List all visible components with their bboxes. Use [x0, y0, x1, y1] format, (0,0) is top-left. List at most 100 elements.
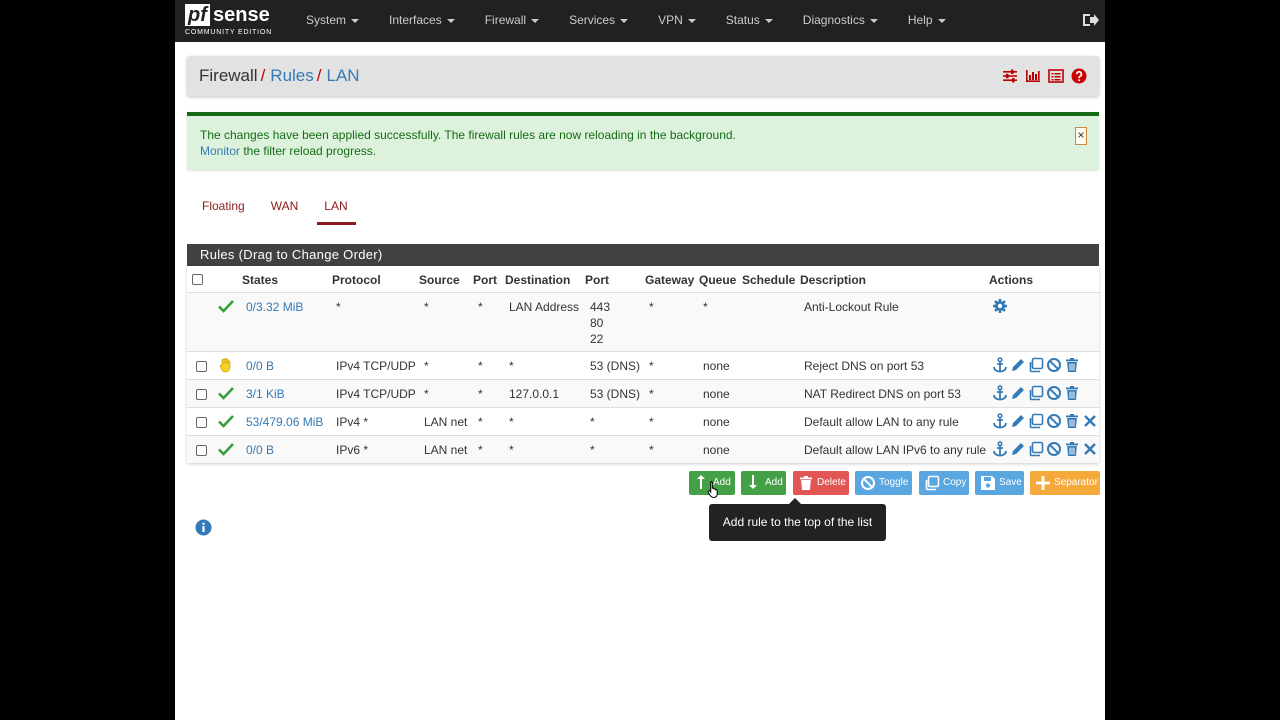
menu-vpn[interactable]: VPN — [643, 0, 711, 42]
rules-table: States Protocol Source Port Destination … — [187, 266, 1099, 463]
info-icon[interactable] — [195, 519, 212, 536]
row-actions — [992, 357, 1080, 373]
row-checkbox[interactable] — [196, 445, 207, 456]
copy-icon[interactable] — [1028, 357, 1044, 373]
source-port-value: * — [478, 359, 483, 373]
alert-close-button[interactable]: × — [1075, 127, 1087, 145]
table-row[interactable]: 0/0 B IPv4 TCP/UDP * * * 53 (DNS) * none… — [187, 352, 1099, 380]
bar-chart-icon[interactable] — [1025, 68, 1041, 84]
breadcrumb-rules-link[interactable]: Rules — [270, 66, 314, 85]
row-checkbox[interactable] — [196, 389, 207, 400]
edit-pencil-icon[interactable] — [1010, 357, 1026, 373]
menu-label: Services — [569, 13, 616, 27]
menu-diagnostics[interactable]: Diagnostics — [788, 0, 893, 42]
disable-ban-icon[interactable] — [1046, 357, 1062, 373]
menu-firewall[interactable]: Firewall — [470, 0, 554, 42]
copy-icon[interactable] — [1028, 385, 1044, 401]
table-row[interactable]: 53/479.06 MiB IPv4 * LAN net * * * * non… — [187, 408, 1099, 436]
logout-icon[interactable] — [1081, 11, 1099, 29]
trash-icon — [798, 475, 814, 491]
dest-port-value: 22 — [590, 332, 604, 346]
ban-icon — [860, 475, 876, 491]
trash-icon[interactable] — [1064, 441, 1080, 457]
pass-check-icon — [218, 442, 234, 456]
tab-lan[interactable]: LAN — [311, 190, 360, 225]
separator-label: Separator — [1054, 477, 1098, 488]
help-icon[interactable] — [1071, 68, 1087, 84]
tab-wan[interactable]: WAN — [270, 199, 299, 213]
disable-ban-icon[interactable] — [1046, 441, 1062, 457]
menu-label: Interfaces — [389, 13, 442, 27]
anchor-icon[interactable] — [992, 441, 1008, 457]
caret-down-icon — [620, 18, 629, 23]
toggle-button[interactable]: Toggle — [855, 471, 912, 495]
browser-viewport: pf sense COMMUNITY EDITION System Interf… — [175, 0, 1105, 720]
add-top-tooltip: Add rule to the top of the list — [709, 498, 886, 541]
gear-icon[interactable] — [992, 298, 1008, 314]
reject-hand-icon — [219, 357, 235, 373]
main-menu: System Interfaces Firewall Services VPN … — [291, 0, 961, 42]
menu-status[interactable]: Status — [711, 0, 788, 42]
rules-panel-title: Rules (Drag to Change Order) — [187, 244, 1099, 266]
protocol-value: IPv4 TCP/UDP — [336, 359, 416, 373]
states-link[interactable]: 53/479.06 MiB — [246, 415, 324, 429]
delete-x-icon[interactable] — [1082, 441, 1098, 457]
success-alert: The changes have been applied successful… — [187, 112, 1099, 170]
list-icon[interactable] — [1048, 68, 1064, 84]
edit-pencil-icon[interactable] — [1010, 413, 1026, 429]
tab-floating[interactable]: Floating — [202, 199, 245, 213]
delete-x-icon[interactable] — [1082, 413, 1098, 429]
trash-icon[interactable] — [1064, 413, 1080, 429]
table-row[interactable]: 3/1 KiB IPv4 TCP/UDP * * 127.0.0.1 53 (D… — [187, 380, 1099, 408]
sliders-icon[interactable] — [1002, 68, 1018, 84]
gateway-value: * — [649, 300, 654, 314]
breadcrumb: Firewall / Rules / LAN — [199, 66, 360, 86]
save-button[interactable]: Save — [975, 471, 1024, 495]
delete-label: Delete — [817, 477, 846, 488]
row-checkbox[interactable] — [196, 417, 207, 428]
edit-pencil-icon[interactable] — [1010, 385, 1026, 401]
table-row[interactable]: 0/3.32 MiB * * * LAN Address 443 80 22 *… — [187, 293, 1099, 352]
add-bottom-button[interactable]: Add — [741, 471, 786, 495]
dest-port-value: * — [590, 415, 595, 429]
menu-help[interactable]: Help — [893, 0, 961, 42]
table-row[interactable]: 0/0 B IPv6 * LAN net * * * * none Defaul… — [187, 436, 1099, 463]
anchor-icon[interactable] — [992, 413, 1008, 429]
copy-label: Copy — [943, 477, 967, 488]
states-link[interactable]: 3/1 KiB — [246, 387, 285, 401]
disable-ban-icon[interactable] — [1046, 413, 1062, 429]
select-all-checkbox[interactable] — [192, 274, 203, 285]
save-label: Save — [999, 477, 1022, 488]
queue-value: none — [703, 443, 730, 457]
menu-services[interactable]: Services — [554, 0, 643, 42]
breadcrumb-separator: / — [316, 66, 322, 85]
delete-button[interactable]: Delete — [793, 471, 849, 495]
copy-icon[interactable] — [1028, 413, 1044, 429]
states-link[interactable]: 0/0 B — [246, 443, 275, 457]
menu-label: Diagnostics — [802, 13, 865, 27]
gateway-value: * — [649, 359, 654, 373]
trash-icon[interactable] — [1064, 385, 1080, 401]
row-checkbox[interactable] — [196, 361, 207, 372]
col-dest-port: Port — [585, 273, 609, 287]
menu-system[interactable]: System — [291, 0, 374, 42]
disable-ban-icon[interactable] — [1046, 385, 1062, 401]
col-description: Description — [800, 273, 867, 287]
trash-icon[interactable] — [1064, 357, 1080, 373]
copy-button[interactable]: Copy — [919, 471, 969, 495]
states-link[interactable]: 0/3.32 MiB — [246, 300, 304, 314]
add-top-label: Add — [713, 477, 731, 488]
table-header-row: States Protocol Source Port Destination … — [187, 266, 1099, 293]
row-actions — [992, 298, 1008, 314]
monitor-link[interactable]: Monitor — [200, 144, 241, 158]
breadcrumb-lan-link[interactable]: LAN — [326, 66, 360, 85]
separator-button[interactable]: Separator — [1030, 471, 1100, 495]
toggle-label: Toggle — [879, 477, 909, 488]
edit-pencil-icon[interactable] — [1010, 441, 1026, 457]
copy-icon[interactable] — [1028, 441, 1044, 457]
anchor-icon[interactable] — [992, 357, 1008, 373]
anchor-icon[interactable] — [992, 385, 1008, 401]
pfsense-logo[interactable]: pf sense COMMUNITY EDITION — [183, 0, 283, 42]
states-link[interactable]: 0/0 B — [246, 359, 275, 373]
menu-interfaces[interactable]: Interfaces — [374, 0, 470, 42]
